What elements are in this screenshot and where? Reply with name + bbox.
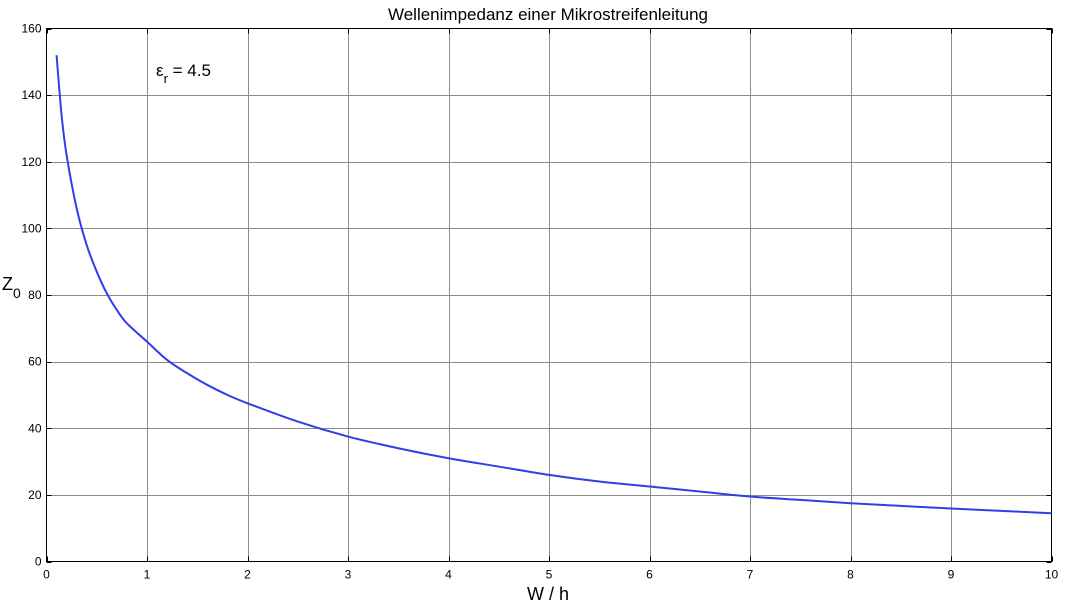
epsilon-value: = 4.5 (168, 61, 211, 80)
y-axis-label-main: Z (2, 274, 13, 294)
y-tick-label: 60 (28, 355, 42, 369)
x-tick-label: 9 (948, 568, 955, 582)
y-axis-label-sub: 0 (13, 285, 21, 301)
x-tick-label: 10 (1045, 568, 1059, 582)
plot-frame (46, 28, 1052, 562)
x-tick-label: 7 (747, 568, 754, 582)
epsilon-subscript: r (164, 71, 169, 86)
x-tick-label: 5 (546, 568, 553, 582)
grid (46, 28, 1052, 562)
epsilon-annotation: εr = 4.5 (156, 61, 211, 86)
y-axis-label: Z0 (2, 274, 21, 301)
y-tick-label: 160 (21, 22, 41, 36)
chart-title: Wellenimpedanz einer Mikrostreifenleitun… (388, 5, 708, 24)
x-tick-label: 4 (445, 568, 452, 582)
x-tick-label: 1 (144, 568, 151, 582)
y-tick-label: 100 (21, 221, 41, 235)
y-tick-label: 40 (28, 421, 42, 435)
epsilon-symbol: ε (156, 61, 164, 80)
y-tick-label: 140 (21, 88, 41, 102)
x-axis-label: W / h (527, 584, 569, 604)
y-tick-label: 20 (28, 488, 42, 502)
x-tick-label: 6 (646, 568, 653, 582)
x-tick-label: 3 (345, 568, 352, 582)
impedance-curve (55, 55, 1052, 515)
x-tick-label: 8 (847, 568, 854, 582)
y-tick-label: 120 (21, 155, 41, 169)
x-tick-label: 0 (43, 568, 50, 582)
ticks (46, 28, 1053, 563)
y-tick-label: 80 (28, 288, 42, 302)
x-tick-label: 2 (244, 568, 251, 582)
y-tick-label: 0 (35, 555, 42, 569)
